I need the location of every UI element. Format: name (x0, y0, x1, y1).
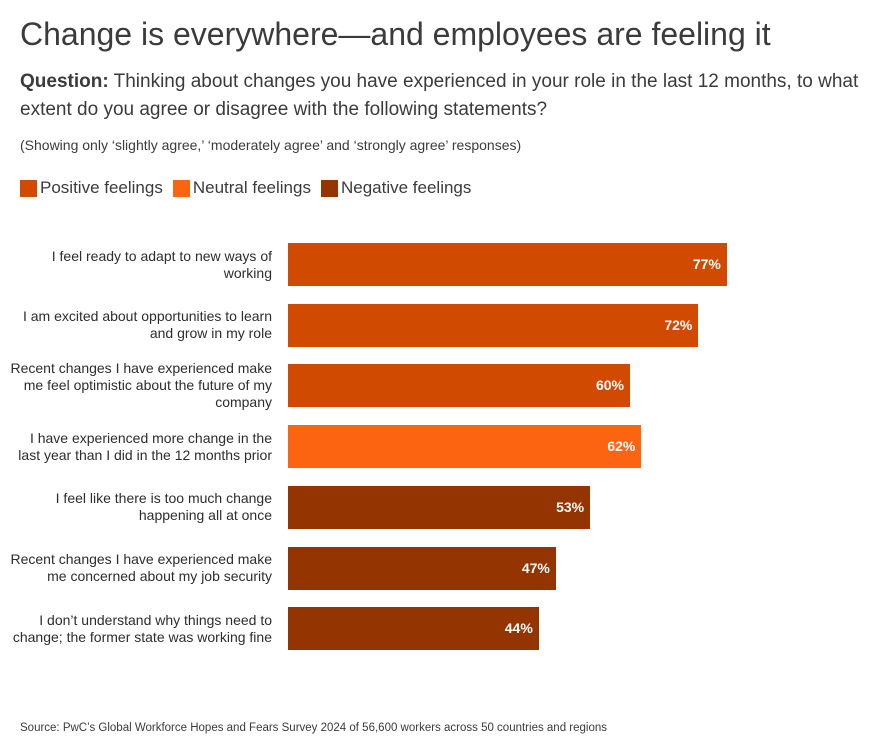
data-label: 77% (692, 256, 721, 272)
data-label: 62% (607, 438, 636, 455)
data-label: 72% (664, 316, 693, 333)
chart-note: (Showing only ‘slightly agree,’ ‘moderat… (20, 137, 522, 153)
legend-label: Positive feelings (40, 178, 163, 197)
bar: 47% (288, 546, 556, 590)
question-label: Question: (20, 71, 109, 92)
legend-item: Positive feelings (20, 178, 163, 198)
legend-swatch (172, 179, 190, 197)
category-label: I am excited about opportunities to lear… (22, 308, 272, 342)
data-label: 47% (521, 559, 550, 576)
legend-swatch (320, 179, 338, 197)
bar: 60% (288, 364, 630, 408)
legend-item: Negative feelings (320, 178, 472, 198)
category-label: Recent changes I have experienced make m… (10, 551, 273, 584)
bar: 44% (288, 607, 539, 651)
legend-item: Neutral feelings (172, 178, 311, 198)
bar: 77% (288, 243, 727, 286)
category-label: I feel like there is too much change hap… (55, 490, 272, 524)
question: Question: Thinking about changes you hav… (20, 68, 870, 124)
legend-label: Neutral feelings (192, 178, 311, 197)
bar: 62% (288, 425, 642, 469)
data-label: 60% (595, 377, 624, 394)
category-label: I feel ready to adapt to new ways of wor… (51, 247, 272, 281)
legend-swatch (20, 179, 37, 197)
source: Source: PwC’s Global Workforce Hopes and… (20, 722, 608, 734)
question-text: Thinking about changes you have experien… (20, 71, 859, 120)
chart-title: Change is everywhere—and employees are f… (20, 16, 771, 52)
data-label: 44% (504, 620, 533, 637)
legend: Positive feelings Neutral feelings Negativ… (20, 178, 471, 198)
bar: 72% (288, 303, 699, 347)
legend-label: Negative feelings (340, 178, 472, 197)
category-label: I don’t understand why things need to ch… (12, 611, 272, 645)
bar: 53% (288, 485, 591, 529)
category-label: I have experienced more change in the la… (18, 429, 272, 463)
data-label: 53% (556, 498, 585, 515)
category-label: Recent changes I have experienced make m… (10, 360, 273, 411)
